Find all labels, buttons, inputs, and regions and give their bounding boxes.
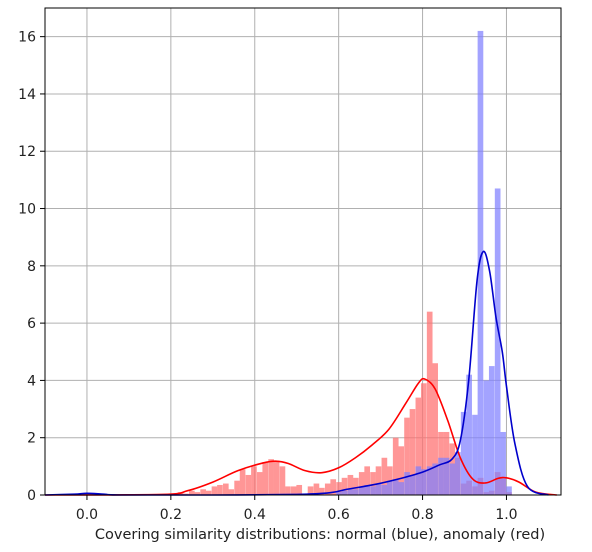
histogram-bar bbox=[432, 363, 438, 495]
y-tick-label: 12 bbox=[18, 144, 36, 160]
x-tick-label: 0.8 bbox=[411, 507, 433, 523]
histogram-bar bbox=[262, 462, 269, 495]
histogram-bar bbox=[370, 472, 376, 495]
histogram-bar bbox=[245, 474, 252, 495]
histogram-bar bbox=[420, 469, 427, 495]
histogram-bar bbox=[256, 472, 263, 495]
histogram-bar bbox=[194, 492, 201, 495]
histogram-bar bbox=[426, 311, 433, 495]
histogram-bar bbox=[404, 472, 410, 495]
axes-layer bbox=[40, 7, 562, 500]
histogram-bar bbox=[228, 489, 235, 495]
histogram-bar bbox=[381, 484, 388, 495]
histogram-bar bbox=[375, 466, 382, 495]
histogram-bar bbox=[313, 483, 320, 495]
histogram-bar bbox=[319, 487, 325, 495]
histogram-bar bbox=[307, 486, 314, 495]
histogram-bar bbox=[364, 466, 371, 495]
histogram-bar bbox=[488, 366, 495, 495]
histogram-bar bbox=[358, 486, 365, 495]
x-tick-label: 1.0 bbox=[495, 507, 517, 523]
histogram-bar bbox=[211, 486, 218, 495]
grid-layer bbox=[45, 8, 561, 496]
histogram-bar bbox=[205, 490, 212, 495]
histogram-bar bbox=[477, 30, 484, 496]
histogram-bar bbox=[239, 469, 246, 495]
histogram-bar bbox=[222, 483, 229, 495]
histogram-bar bbox=[472, 414, 478, 495]
y-tick-label: 0 bbox=[27, 488, 36, 504]
x-tick-label: 0.2 bbox=[160, 507, 182, 523]
histogram-bar bbox=[358, 472, 365, 495]
histogram-bar bbox=[409, 409, 416, 495]
histogram-bar bbox=[466, 374, 472, 495]
histogram-bar bbox=[353, 489, 359, 495]
histogram-bar bbox=[296, 484, 303, 495]
y-tick-label: 8 bbox=[27, 259, 36, 275]
histogram-bar bbox=[341, 477, 348, 495]
histogram-bar bbox=[370, 486, 376, 495]
histogram-bar bbox=[375, 483, 382, 495]
histogram-bar bbox=[285, 486, 291, 495]
histogram-bar bbox=[432, 463, 438, 495]
histogram-bar bbox=[454, 452, 461, 495]
histogram-bar bbox=[341, 490, 348, 495]
histogram-bar bbox=[426, 466, 433, 495]
labels-layer: 0.0 0.2 0.4 0.6 0.8 1.0 0 2 4 6 8 10 12 14 16 bbox=[18, 30, 517, 523]
x-tick-label: 0.0 bbox=[76, 507, 98, 523]
histogram-bar bbox=[381, 457, 388, 495]
histogram-series bbox=[336, 30, 512, 496]
histogram-bar bbox=[404, 417, 410, 495]
histogram-bar bbox=[364, 484, 371, 495]
histogram-bar bbox=[217, 484, 223, 495]
histogram-bar bbox=[438, 457, 444, 495]
y-tick-label: 16 bbox=[18, 30, 36, 46]
plot-frame bbox=[44, 7, 562, 496]
histogram-bar bbox=[347, 489, 354, 495]
histogram-bar bbox=[290, 486, 297, 495]
histogram-bar bbox=[460, 411, 467, 495]
bars-layer bbox=[177, 30, 512, 496]
histogram-bar bbox=[188, 490, 195, 495]
y-tick-label: 2 bbox=[27, 431, 36, 447]
histogram-bar bbox=[420, 383, 427, 495]
histogram-bar bbox=[443, 457, 450, 495]
y-tick-label: 14 bbox=[18, 87, 36, 103]
histogram-bar bbox=[279, 466, 286, 495]
histogram-bar bbox=[500, 431, 506, 495]
y-tick-label: 4 bbox=[27, 373, 36, 389]
histogram-bar bbox=[200, 489, 206, 495]
histogram-bar bbox=[415, 466, 422, 495]
histogram-bar bbox=[506, 486, 512, 495]
histogram-bar bbox=[398, 446, 404, 495]
histogram-bar bbox=[268, 459, 274, 495]
histogram-bar bbox=[398, 482, 404, 495]
histogram-bar bbox=[273, 460, 280, 495]
histogram-bar bbox=[483, 380, 490, 495]
y-tick-label: 10 bbox=[18, 202, 36, 218]
histogram-bar bbox=[449, 463, 456, 495]
histogram-bar bbox=[353, 477, 359, 495]
histogram-bar bbox=[336, 492, 342, 495]
histogram-bar bbox=[494, 188, 501, 495]
histogram-bar bbox=[336, 482, 342, 495]
histogram-bar bbox=[347, 474, 354, 495]
histogram-bar bbox=[415, 397, 422, 495]
histogram-bar bbox=[234, 480, 240, 495]
histogram-bar bbox=[392, 479, 399, 495]
histogram-bar bbox=[387, 480, 393, 495]
x-tick-label: 0.6 bbox=[328, 507, 350, 523]
histogram-bar bbox=[330, 479, 337, 495]
density-line bbox=[44, 377, 557, 496]
x-tick-label: 0.4 bbox=[244, 507, 266, 523]
histogram-bar bbox=[324, 483, 331, 495]
histogram-bar bbox=[409, 474, 416, 495]
x-axis-title: Covering similarity distributions: norma… bbox=[95, 527, 545, 543]
histogram-bar bbox=[251, 466, 257, 495]
histogram-bar bbox=[392, 437, 399, 495]
y-tick-label: 6 bbox=[27, 316, 36, 332]
